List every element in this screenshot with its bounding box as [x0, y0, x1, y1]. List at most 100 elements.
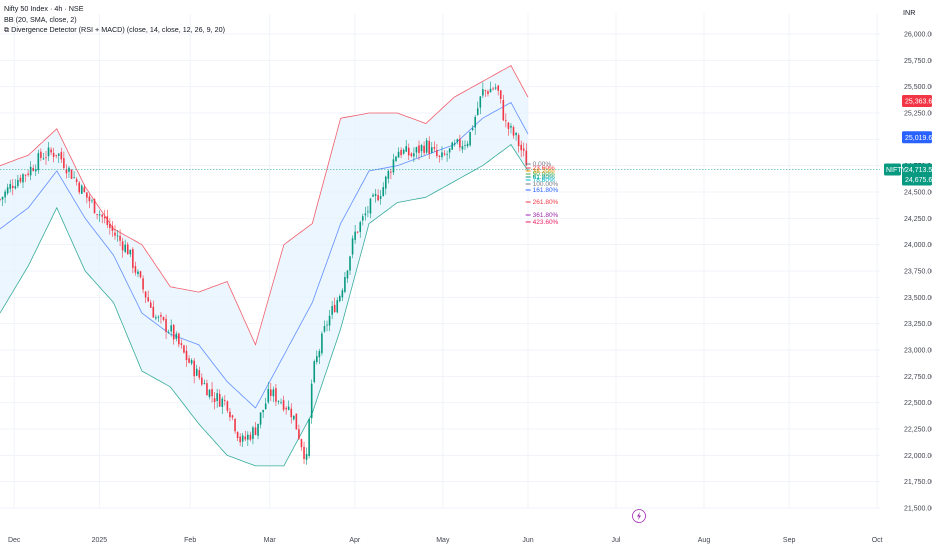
candle-body [78, 182, 80, 193]
candle-body [448, 148, 451, 153]
candle-body [185, 350, 188, 361]
candle-body [487, 91, 489, 95]
y-tick-label: 25,250.00 [904, 111, 932, 118]
candle-body [382, 187, 385, 196]
candle-body [471, 128, 474, 130]
candle-body [499, 90, 502, 99]
candle-body [106, 216, 109, 225]
candle-body [280, 402, 282, 404]
candle-body [321, 333, 323, 354]
symbol-tag-bg [884, 163, 901, 176]
candle-body [126, 244, 129, 255]
candle-body [295, 413, 298, 430]
candle-body [492, 88, 494, 90]
x-tick-label: Feb [184, 537, 196, 544]
candle-body [326, 324, 328, 326]
candle-body [86, 192, 88, 198]
candle-body [254, 427, 257, 435]
x-tick-label: 2025 [92, 537, 108, 544]
candle-body [73, 177, 75, 179]
candle-body [436, 150, 438, 156]
candle-body [83, 187, 86, 193]
candle-body [157, 316, 160, 318]
candle-body [361, 216, 364, 221]
candle-body [402, 149, 405, 154]
candle-body [351, 238, 354, 255]
candle-body [494, 87, 497, 89]
candle-body [137, 271, 139, 275]
candle-body [369, 198, 372, 214]
candle-body [231, 415, 234, 418]
fib-level-label: 50.00% [533, 171, 555, 178]
y-tick-label: 23,750.00 [904, 269, 932, 276]
candle-body [80, 185, 83, 194]
x-tick-label: Dec [8, 537, 21, 544]
candle-body [211, 389, 213, 397]
bb-band-fill [0, 65, 528, 466]
candle-body [236, 431, 239, 438]
candle-body [198, 370, 201, 378]
candle-body [259, 412, 262, 425]
candle-body [502, 100, 505, 121]
candle-body [264, 403, 267, 410]
candle-body [476, 108, 479, 115]
candle-body [121, 241, 124, 251]
candle-body [6, 187, 9, 194]
candle-body [359, 222, 362, 232]
fib-level-label: 100.00% [533, 181, 559, 188]
candle-body [149, 302, 152, 308]
y-tick-label: 22,250.00 [904, 427, 932, 434]
candle-body [459, 138, 461, 148]
candle-body [395, 156, 397, 161]
divergence-indicator-label[interactable]: ⧉ Divergence Detector (RSI + MACD) (clos… [4, 25, 226, 34]
y-tick-label: 21,750.00 [904, 479, 932, 486]
candle-body [379, 196, 382, 199]
bb-lower-price-tag-bg [902, 173, 932, 186]
candle-body [63, 158, 65, 169]
fib-level-label: 161.80% [533, 187, 559, 194]
candle-body [68, 167, 70, 172]
last-price-tag: 24,713.50 [905, 167, 932, 174]
fib-level-label: 261.80% [533, 199, 559, 206]
candle-body [17, 179, 19, 187]
candle-body [116, 235, 119, 237]
symbol-tag: NIFTY [886, 167, 907, 174]
candle-body [374, 193, 377, 196]
candle-body [14, 186, 17, 189]
candle-body [482, 89, 484, 96]
candle-body [167, 331, 170, 333]
candle-body [193, 360, 195, 377]
candle-body [303, 446, 305, 460]
y-tick-label: 24,500.00 [904, 190, 932, 197]
candle-body [218, 393, 221, 407]
candle-body [451, 142, 454, 150]
candle-body [520, 144, 522, 151]
candle-body [479, 96, 482, 108]
candle-body [27, 173, 29, 175]
bb-lower-line [0, 144, 529, 467]
fib-level-label: 423.60% [533, 219, 559, 226]
candle-body [443, 153, 446, 155]
candle-body [420, 145, 423, 152]
candle-body [239, 436, 241, 443]
x-tick-label: Aug [698, 537, 711, 544]
candle-body [4, 191, 6, 198]
bb-indicator-label[interactable]: BB (20, SMA, close, 2) [4, 14, 77, 24]
candle-body [0, 199, 1, 200]
candle-body [34, 169, 37, 172]
candle-body [119, 235, 121, 241]
candle-body [453, 143, 456, 145]
candle-body [272, 389, 275, 397]
bb-basis-price-tag: 25,019.67 [905, 135, 932, 142]
candle-body [305, 453, 308, 460]
symbol-title[interactable]: Nifty 50 Index · 4h · NSE [4, 4, 84, 13]
candle-body [377, 195, 379, 201]
candle-body [507, 122, 510, 129]
candle-body [50, 149, 52, 153]
candle-body [114, 232, 116, 236]
candle-body [328, 315, 331, 326]
currency-label: INR [903, 8, 916, 17]
candle-body [367, 211, 369, 213]
